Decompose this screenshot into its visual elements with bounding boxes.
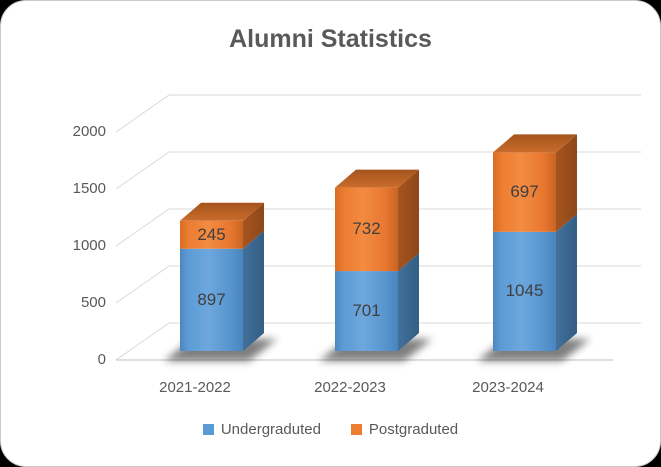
bar-segment-front — [335, 187, 398, 272]
gridline — [115, 151, 641, 190]
bar-segment-front — [180, 248, 243, 351]
bar-segment-side — [556, 134, 577, 232]
bar-segment-side — [398, 253, 419, 351]
legend-swatch-icon — [350, 424, 362, 435]
legend-label: Postgraduted — [368, 421, 459, 438]
gridline — [115, 94, 641, 133]
bar-segment-front — [493, 152, 556, 232]
gridline — [115, 208, 641, 247]
legend-label: Undergraduted — [220, 421, 321, 438]
bar-segment-top — [180, 202, 264, 221]
bar-segment-top — [493, 134, 577, 153]
bar-segment-front — [493, 231, 556, 351]
bar-segment-side — [243, 230, 264, 351]
bar-segment-side — [398, 169, 419, 272]
bar-segment-top — [335, 169, 419, 188]
bar-segment-front — [335, 271, 398, 351]
bar-segment-front — [180, 220, 243, 249]
bar-segment-side — [556, 213, 577, 351]
gridline — [115, 265, 641, 304]
legend-item: Postgraduted — [350, 421, 459, 438]
gridline — [115, 322, 641, 361]
chart-title: Alumni Statistics — [229, 25, 432, 53]
legend-item: Undergraduted — [202, 421, 321, 438]
bar-segment-side — [243, 202, 264, 249]
legend-swatch-icon — [202, 424, 214, 435]
chart-legend: Undergraduted Postgraduted — [1, 421, 660, 438]
